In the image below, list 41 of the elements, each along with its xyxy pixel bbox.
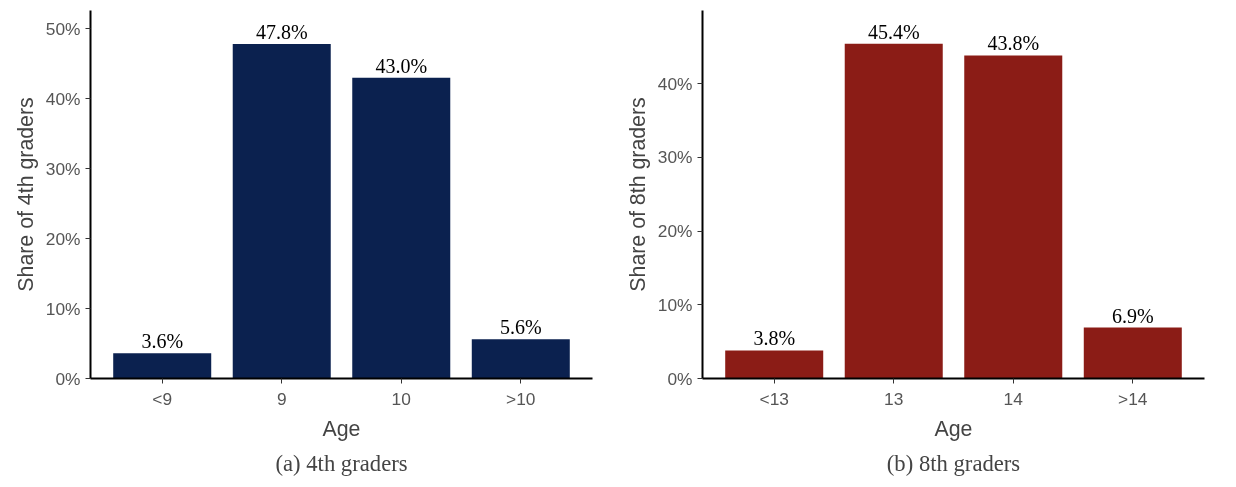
y-tick-label: 10% [45,298,81,319]
y-axis-title: Share of 4th graders [13,97,38,292]
bar [232,44,331,379]
x-axis-title: Age [934,416,973,441]
bar [1083,327,1182,379]
x-tick-label: <9 [152,388,173,409]
data-label: 6.9% [1111,304,1154,327]
x-tick-label: 10 [391,388,411,409]
x-tick-label: >14 [1118,388,1148,409]
bar [113,353,212,379]
x-tick-label: >10 [506,388,536,409]
y-tick-label: 0% [667,368,693,389]
data-label: 3.6% [141,330,184,353]
y-tick-label: 50% [45,18,81,39]
data-label: 45.4% [867,20,920,43]
y-tick-label: 40% [45,88,81,109]
x-tick-label: 14 [1003,388,1024,409]
y-tick-label: 30% [45,158,81,179]
bar [844,43,943,379]
y-tick-label: 20% [657,221,693,242]
data-label: 43.8% [987,32,1040,55]
data-label: 5.6% [499,316,542,339]
bar [964,55,1063,379]
x-tick-label: 9 [276,388,287,409]
y-tick-label: 10% [657,294,693,315]
y-tick-label: 0% [55,368,81,389]
data-label: 43.0% [375,54,428,77]
y-axis-title: Share of 8th graders [625,97,650,292]
bar [471,339,570,379]
x-tick-label: 13 [884,388,904,409]
y-tick-label: 20% [45,228,81,249]
data-label: 47.8% [255,21,308,44]
x-axis-title: Age [322,416,361,441]
text: (b) 8th graders [886,450,1021,476]
y-tick-label: 40% [657,73,693,94]
data-label: 3.8% [753,327,796,350]
x-tick-label: <13 [759,388,789,409]
y-tick-label: 30% [657,147,693,168]
text: (a) 4th graders [275,450,408,476]
bar [352,77,451,379]
bar [725,350,824,379]
